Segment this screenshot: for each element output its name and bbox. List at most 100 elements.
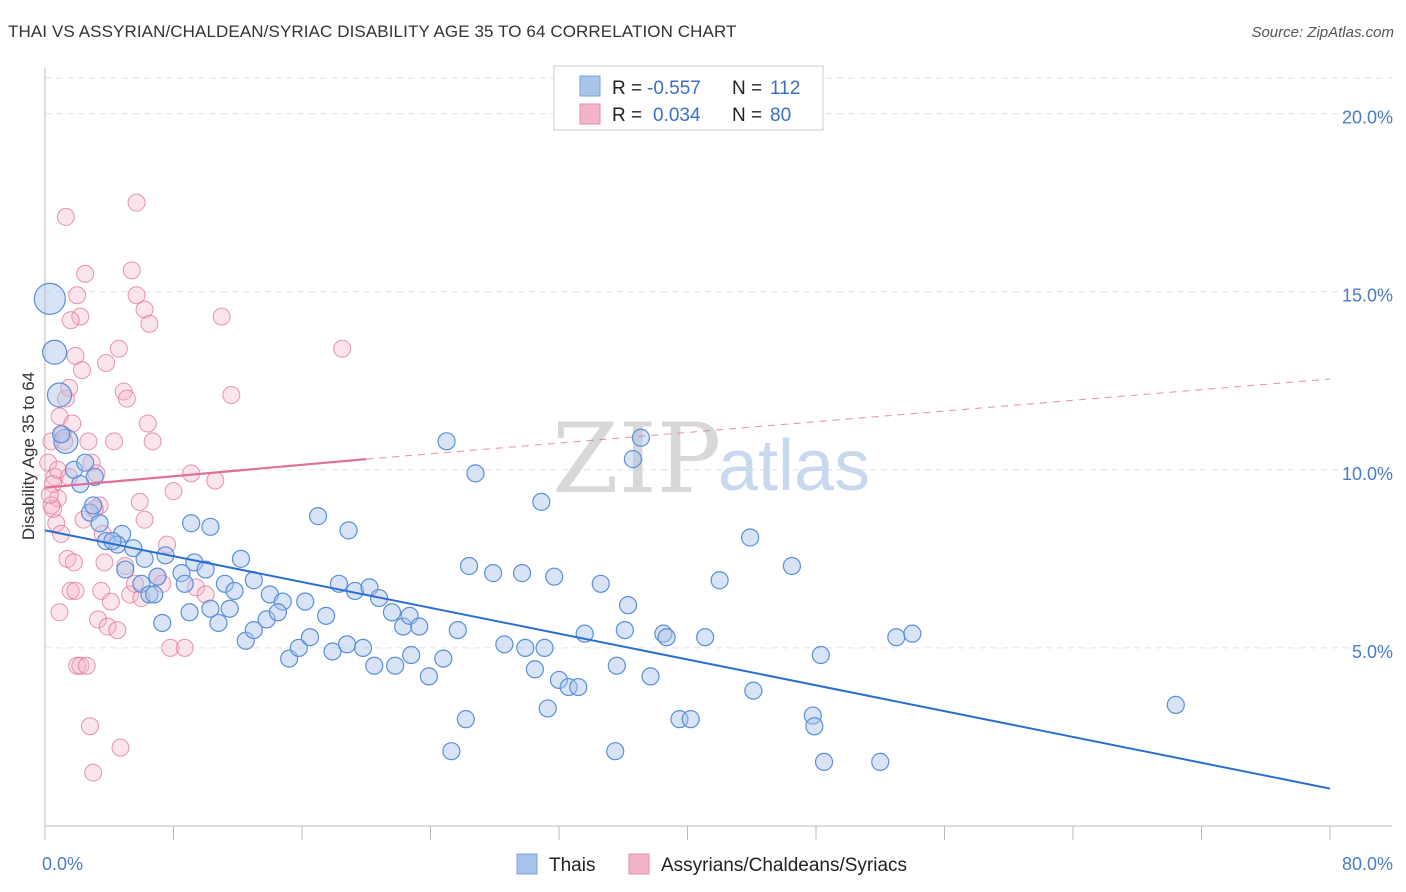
data-point-thais [618, 596, 638, 615]
data-point-thais [871, 752, 890, 771]
data-point-thais [33, 282, 66, 315]
data-point-thais [623, 450, 642, 469]
data-point-thais [434, 649, 453, 668]
data-point-thais [569, 677, 588, 697]
data-point-thais [419, 667, 438, 686]
data-point-thais [442, 742, 461, 761]
data-point-thais [289, 638, 308, 658]
data-point-thais [437, 432, 456, 451]
data-point-thais [394, 617, 413, 636]
legend-n-value: 80 [770, 105, 791, 126]
y-axis-label: Disability Age 35 to 64 [19, 372, 38, 540]
data-point-assyrians [222, 386, 241, 405]
data-point-thais [641, 667, 660, 686]
data-point-thais [42, 339, 68, 365]
data-point-thais [448, 620, 467, 640]
source-label: Source: ZipAtlas.com [1251, 24, 1394, 41]
data-point-assyrians [90, 496, 109, 515]
data-point-thais [410, 617, 429, 636]
data-point-assyrians [76, 264, 95, 283]
data-point-thais [84, 496, 103, 515]
data-point-assyrians [101, 592, 120, 611]
data-point-assyrians [82, 453, 101, 472]
data-point-assyrians [122, 261, 141, 280]
data-point-thais [887, 628, 906, 647]
data-point-thais [46, 382, 73, 408]
data-point-assyrians [72, 361, 91, 380]
x-tick-labels: 0.0% 80.0% [42, 854, 1393, 874]
data-point-assyrians [206, 471, 225, 490]
data-point-thais [459, 556, 479, 576]
legend-bottom: Thais Assyrians/Chaldeans/Syriacs [516, 853, 907, 876]
data-point-assyrians [77, 656, 96, 675]
data-point-assyrians [71, 307, 90, 326]
data-point-assyrians [89, 610, 108, 629]
data-point-thais [615, 620, 634, 640]
legend-top: R = -0.557 N = 112 R = 0.034 N = 80 [553, 65, 824, 131]
data-point-thais [339, 521, 358, 540]
data-point-assyrians [143, 432, 162, 451]
data-point-assyrians [71, 656, 90, 675]
data-point-thais [353, 638, 373, 658]
data-point-thais [175, 574, 194, 593]
chart-title: THAI VS ASSYRIAN/CHALDEAN/SYRIAC DISABIL… [8, 22, 737, 41]
y-tick-label: 15.0% [1342, 286, 1393, 306]
data-point-thais [145, 585, 164, 604]
legend-n-value: 112 [770, 78, 800, 99]
legend-r-label: R = [612, 105, 642, 126]
data-point-thais [654, 624, 673, 643]
data-point-thais [244, 620, 263, 640]
data-point-assyrians [68, 286, 87, 305]
data-point-assyrians [95, 553, 114, 572]
data-point-assyrians [111, 738, 130, 757]
y-tick-label: 10.0% [1342, 464, 1393, 484]
watermark-zip: ZIP [552, 403, 721, 515]
data-point-assyrians [212, 307, 231, 326]
trend-lines [44, 378, 1331, 790]
data-point-thais [316, 606, 336, 625]
data-point-thais [456, 710, 475, 729]
data-point-thais [495, 635, 514, 654]
data-point-thais [112, 524, 132, 544]
data-point-thais [180, 603, 199, 622]
data-point-thais [182, 514, 201, 533]
data-point-thais [201, 517, 220, 536]
data-point-thais [300, 628, 320, 647]
legend-bottom-swatch-assyrians [628, 853, 650, 875]
data-point-thais [231, 549, 251, 568]
data-point-thais [220, 599, 239, 618]
data-point-thais [805, 717, 824, 736]
data-point-thais [140, 585, 159, 604]
data-point-thais [516, 638, 535, 658]
data-point-assyrians [121, 585, 140, 604]
data-point-thais [296, 592, 315, 611]
watermark-atlas: atlas [718, 426, 870, 506]
data-point-assyrians [164, 482, 183, 501]
data-point-assyrians [98, 617, 117, 636]
legend-r-value: -0.557 [647, 78, 701, 99]
legend-bottom-label-assyrians: Assyrians/Chaldeans/Syriacs [661, 855, 907, 876]
data-point-thais [549, 670, 569, 690]
legend-swatch-assyrians [579, 103, 601, 125]
data-point-thais [196, 560, 215, 579]
data-point-assyrians [108, 621, 127, 640]
data-point-thais [337, 635, 357, 654]
data-point-assyrians [196, 585, 215, 604]
data-point-thais [225, 581, 244, 601]
data-point-thais [535, 638, 554, 658]
data-point-thais [215, 574, 234, 593]
data-point-thais [257, 610, 276, 629]
legend-r-label: R = [612, 78, 642, 99]
data-point-thais [591, 574, 610, 593]
data-point-assyrians [135, 510, 154, 529]
data-point-thais [51, 425, 71, 444]
data-point-thais [382, 603, 402, 622]
data-point-thais [273, 592, 292, 611]
data-point-thais [545, 567, 564, 586]
data-point-assyrians [105, 432, 124, 451]
data-point-assyrians [63, 414, 82, 433]
data-point-thais [90, 514, 109, 533]
legend-swatch-thais [579, 75, 601, 97]
data-point-assyrians [48, 460, 67, 479]
